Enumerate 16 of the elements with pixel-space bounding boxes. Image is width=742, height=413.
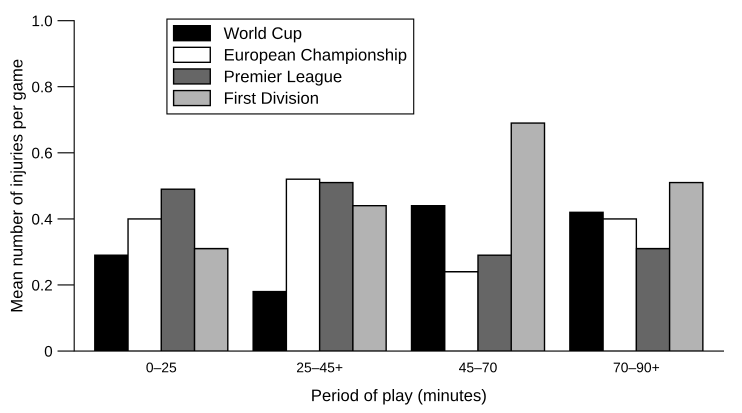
legend-label: Premier League [224,70,342,86]
legend-label: First Division [224,92,318,104]
y-tick-label: 0.4 [32,214,52,225]
x-tick-label: 70–90+ [614,362,660,372]
x-tick-label: 25–45+ [296,362,342,372]
legend-label: World Cup [224,26,302,42]
x-tick-label: 0–25 [146,362,176,372]
y-tick-label: 0.2 [32,280,52,291]
y-axis-title: Mean number of injuries per game [10,60,26,312]
x-axis-title: Period of play (minutes) [312,388,486,405]
y-tick-label: 0.8 [32,82,52,92]
legend-label: European Championship [224,48,406,64]
y-tick-label: 1.0 [32,16,52,26]
x-tick-label: 45–70 [459,362,497,372]
y-tick-label: 0.6 [32,148,52,158]
y-tick-label: 0 [44,346,52,357]
